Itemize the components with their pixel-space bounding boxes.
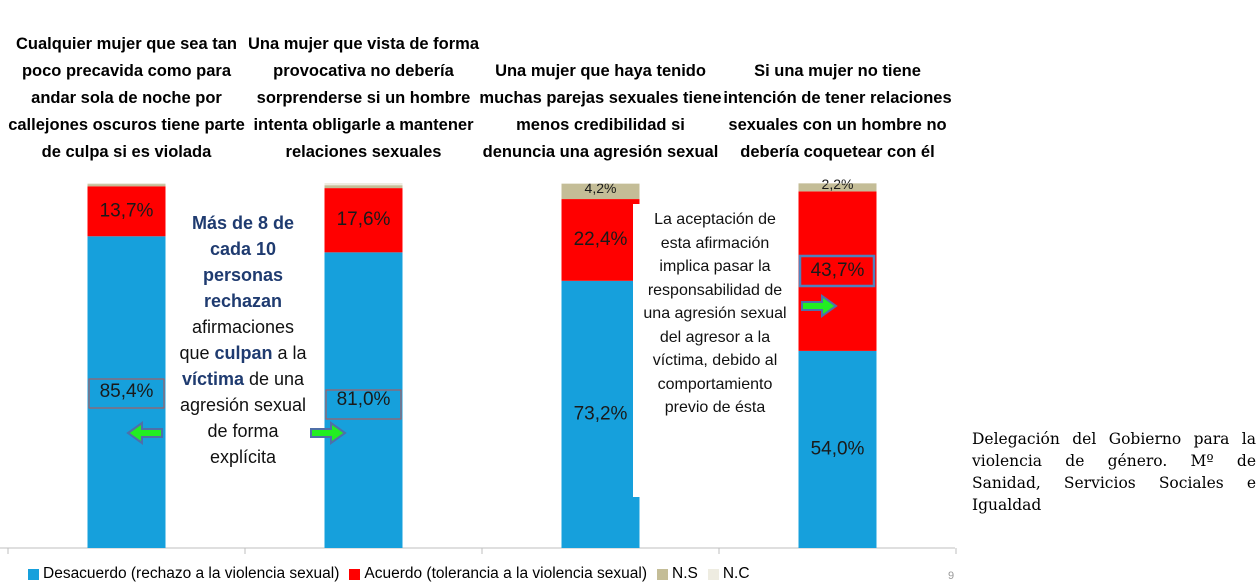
page-number: 9 xyxy=(948,570,955,582)
annotation: Más de 8 de cada 10 personas rechazan af… xyxy=(178,202,308,532)
legend-item: Acuerdo (tolerancia a la violencia sexua… xyxy=(349,565,647,583)
legend-label: N.S xyxy=(672,565,698,582)
value-label: 17,6% xyxy=(337,209,391,230)
annotation-text: de una agresión sexual de forma explícit… xyxy=(179,369,307,467)
bar-segment xyxy=(324,188,403,253)
annotation-text: víctima xyxy=(181,369,244,389)
bar-segment xyxy=(798,183,877,192)
legend-swatch xyxy=(349,568,361,580)
value-label: 13,7% xyxy=(100,200,154,221)
bar-segment xyxy=(324,183,403,186)
legend-swatch xyxy=(28,568,39,580)
legend-swatch xyxy=(657,568,668,580)
annotation-text: a la xyxy=(272,343,307,363)
value-label: 22,4% xyxy=(574,229,628,250)
category-label: Una mujer que vista de forma provocativa… xyxy=(247,35,480,161)
bar-segment xyxy=(87,186,166,237)
legend-label: Acuerdo (tolerancia a la violencia sexua… xyxy=(364,565,647,582)
value-label: 81,0% xyxy=(337,389,391,410)
highlight-box xyxy=(88,378,165,409)
value-label: 54,0% xyxy=(811,438,865,459)
chart: 85,4% 13,7% 81,0% 17,6% 73,2% 22,4% 4,2% 54,0% 4… xyxy=(0,176,957,554)
legend-label: Desacuerdo (rechazo a la violencia sexua… xyxy=(43,565,340,582)
bar-segment xyxy=(324,252,403,548)
category-label: Una mujer que haya tenido muchas parejas… xyxy=(479,62,722,161)
bar-segment xyxy=(561,183,640,200)
category-label: Si una mujer no tiene intención de tener… xyxy=(723,62,952,161)
bar-segment xyxy=(87,236,166,549)
source: Delegación del Gobierno para la violenci… xyxy=(972,430,1256,514)
bar-segment xyxy=(561,199,640,281)
bar-segment xyxy=(561,280,640,548)
highlight-box xyxy=(798,254,876,288)
highlight-box xyxy=(325,389,402,420)
legend-item: N.C xyxy=(707,565,750,583)
legend-item: Desacuerdo (rechazo a la violencia sexua… xyxy=(28,565,339,583)
bar-segment xyxy=(798,350,877,548)
bar-segment xyxy=(87,183,166,185)
value-label: 43,7% xyxy=(811,260,865,281)
legend: Desacuerdo (rechazo a la violencia sexua… xyxy=(28,565,750,583)
value-label: 4,2% xyxy=(585,180,617,196)
legend-label: N.C xyxy=(722,565,750,582)
category-label: Cualquier mujer que sea tan poco precavi… xyxy=(8,35,245,161)
bar-segment xyxy=(87,184,166,187)
annotation: La aceptación de esta afirmación implica… xyxy=(633,204,797,497)
value-label: 2,2% xyxy=(822,176,854,192)
bar-segment xyxy=(798,191,877,351)
annotation-text: afirmaciones que xyxy=(179,317,295,363)
value-label: 85,4% xyxy=(100,381,154,402)
value-label: 73,2% xyxy=(574,403,628,424)
bar-segment xyxy=(324,185,403,189)
legend-swatch xyxy=(707,568,719,580)
annotation-text: La aceptación de esta afirmación implica… xyxy=(643,211,787,416)
legend-item: N.S xyxy=(657,565,698,583)
annotation-text: Más de 8 de cada 10 personas rechazan xyxy=(191,213,295,311)
bar-segment xyxy=(561,183,640,184)
annotation-text: culpan xyxy=(214,343,273,363)
